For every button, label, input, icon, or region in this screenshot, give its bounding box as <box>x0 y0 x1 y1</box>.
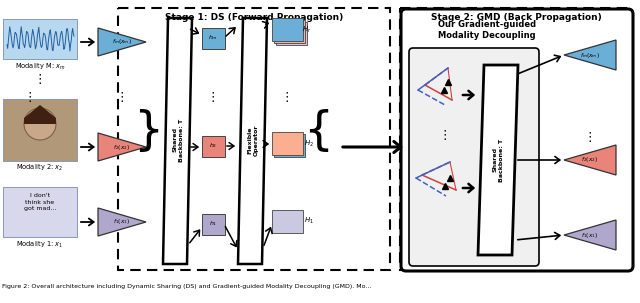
FancyBboxPatch shape <box>3 19 77 59</box>
Polygon shape <box>24 105 56 124</box>
Polygon shape <box>564 220 616 250</box>
Text: $H_2$: $H_2$ <box>304 139 314 149</box>
Circle shape <box>24 108 56 140</box>
Text: ⋮: ⋮ <box>207 91 220 104</box>
FancyBboxPatch shape <box>202 28 225 48</box>
Text: I don't
think she
got mad...: I don't think she got mad... <box>24 193 56 211</box>
Text: {: { <box>303 109 333 155</box>
Text: Stage 2: GMD (Back Propagation): Stage 2: GMD (Back Propagation) <box>431 13 602 22</box>
Polygon shape <box>98 28 146 56</box>
FancyBboxPatch shape <box>271 209 303 232</box>
Text: Shared
Backbone: T: Shared Backbone: T <box>492 138 504 181</box>
Text: $H_r$: $H_r$ <box>302 25 312 35</box>
Text: ⋮: ⋮ <box>584 131 596 144</box>
Text: $f_1(x_1)$: $f_1(x_1)$ <box>581 231 598 239</box>
FancyBboxPatch shape <box>273 134 305 157</box>
FancyBboxPatch shape <box>271 18 303 41</box>
Text: Stage 1: DS (Forward Propagation): Stage 1: DS (Forward Propagation) <box>165 13 343 22</box>
Text: Our Gradient-guided
Modality Decoupling: Our Gradient-guided Modality Decoupling <box>438 20 536 40</box>
Text: ⋮: ⋮ <box>39 174 41 175</box>
Bar <box>118 8 390 270</box>
FancyBboxPatch shape <box>202 135 225 157</box>
Polygon shape <box>98 208 146 236</box>
Text: ⋮: ⋮ <box>281 91 293 104</box>
FancyBboxPatch shape <box>202 214 225 235</box>
Text: Figure 2: Overall architecture including Dynamic Sharing (DS) and Gradient-guide: Figure 2: Overall architecture including… <box>2 284 371 289</box>
Text: $f_2(x_2)$: $f_2(x_2)$ <box>113 142 131 152</box>
Text: $f_m(x_m)$: $f_m(x_m)$ <box>580 51 600 59</box>
FancyBboxPatch shape <box>401 9 633 271</box>
FancyBboxPatch shape <box>3 187 77 237</box>
Polygon shape <box>564 40 616 70</box>
Text: ⋮: ⋮ <box>34 73 46 86</box>
Text: $H_1$: $H_1$ <box>304 216 314 226</box>
Text: $h_2$: $h_2$ <box>209 142 217 151</box>
Polygon shape <box>238 18 267 264</box>
Text: Shared
Backbone: T: Shared Backbone: T <box>172 118 184 161</box>
Polygon shape <box>478 65 518 255</box>
Text: ⋮: ⋮ <box>116 91 128 104</box>
Polygon shape <box>564 145 616 175</box>
Polygon shape <box>98 133 146 161</box>
Text: Modality 2: $x_2$: Modality 2: $x_2$ <box>17 163 63 173</box>
Text: $h_1$: $h_1$ <box>209 220 217 228</box>
Text: }: } <box>133 109 163 155</box>
FancyBboxPatch shape <box>275 22 307 45</box>
Text: Modality 1: $x_1$: Modality 1: $x_1$ <box>16 240 64 250</box>
Text: $f_2(x_2)$: $f_2(x_2)$ <box>581 155 598 165</box>
Text: ⋮: ⋮ <box>439 128 451 142</box>
Text: $f_m(x_m)$: $f_m(x_m)$ <box>112 38 132 46</box>
FancyBboxPatch shape <box>271 132 303 155</box>
Text: Modality M: $x_m$: Modality M: $x_m$ <box>15 62 65 72</box>
Polygon shape <box>163 18 192 264</box>
Text: $f_1(x_1)$: $f_1(x_1)$ <box>113 218 131 227</box>
Text: $h_m$: $h_m$ <box>208 34 218 42</box>
FancyBboxPatch shape <box>3 99 77 161</box>
Text: ⋮: ⋮ <box>24 91 36 104</box>
FancyBboxPatch shape <box>409 48 539 266</box>
FancyBboxPatch shape <box>273 19 305 42</box>
Bar <box>400 8 632 270</box>
Text: Flexible
Operator: Flexible Operator <box>247 124 259 156</box>
